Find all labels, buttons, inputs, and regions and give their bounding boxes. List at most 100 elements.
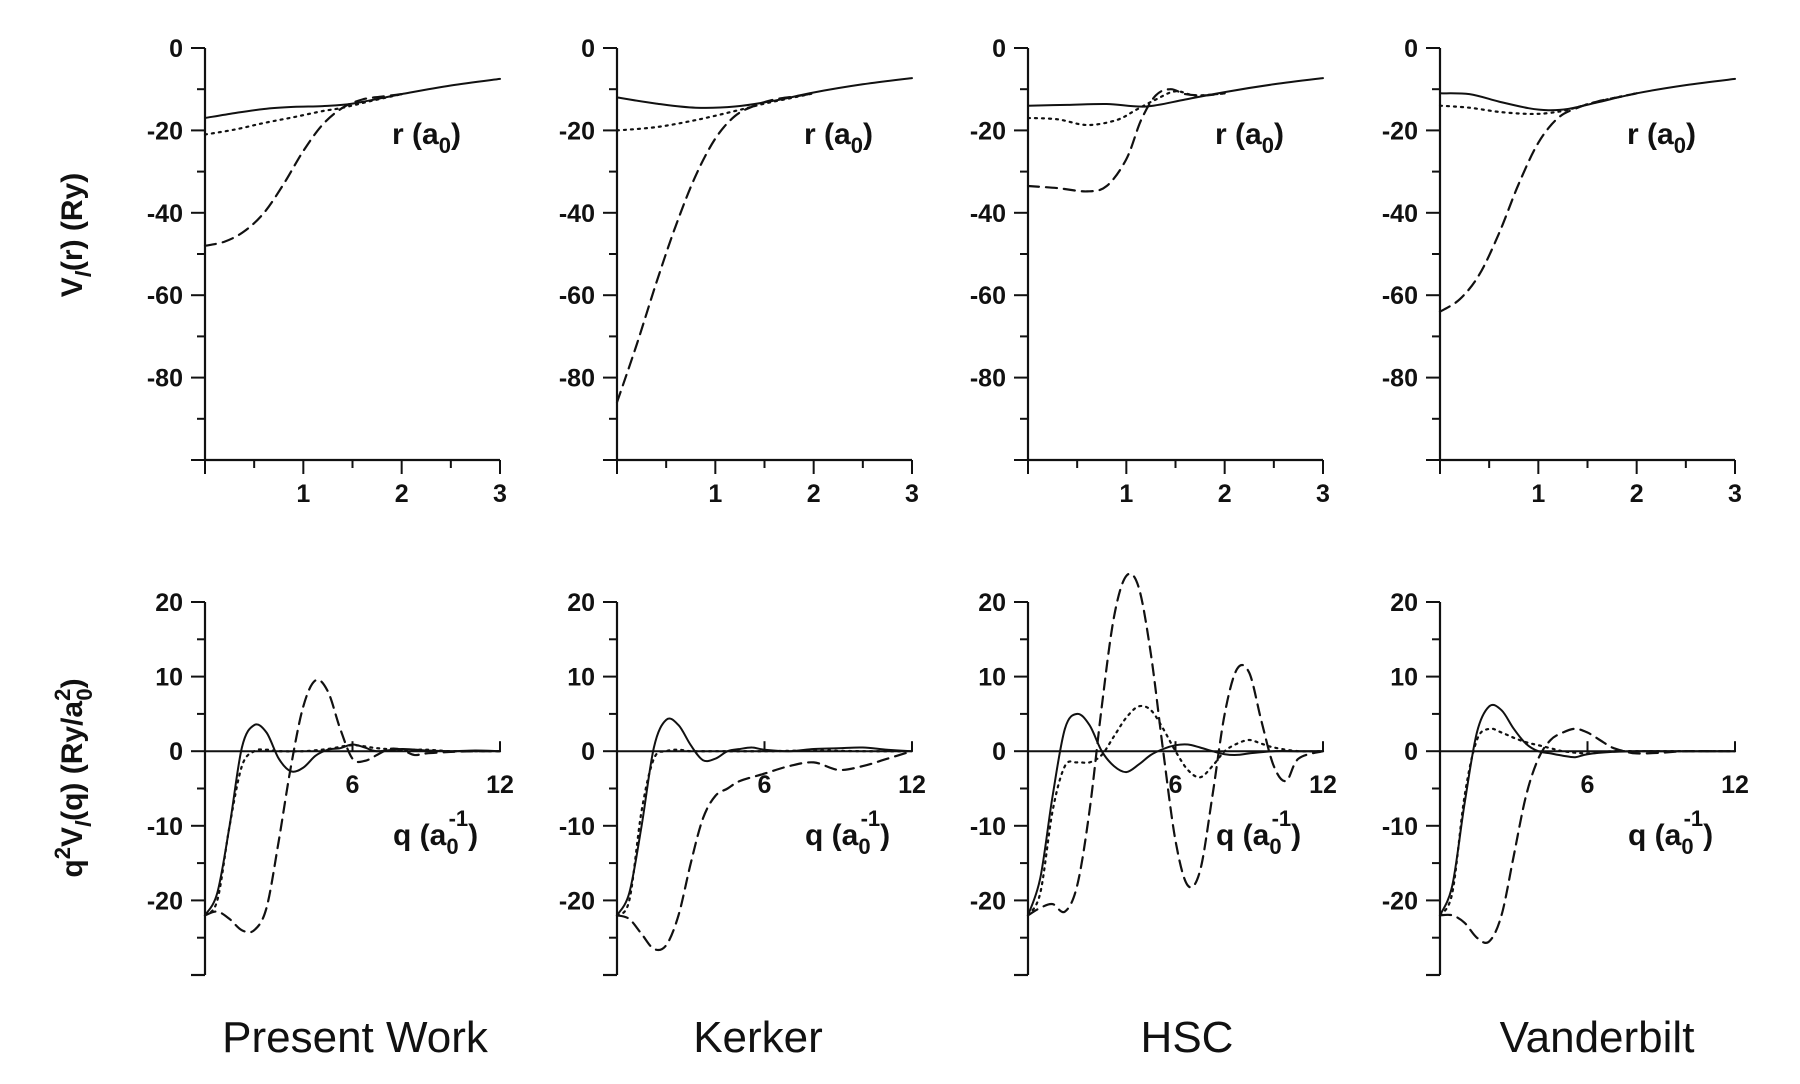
series-line-solid — [1439, 703, 1736, 917]
x-axis-title-main: r (a — [804, 118, 851, 151]
series-line-dashed — [1438, 727, 1737, 944]
x-axis-title: q (a0 -1) — [1216, 806, 1301, 859]
x-axis-title-main: r (a — [1627, 118, 1674, 151]
y-tick-label: -40 — [970, 200, 1006, 228]
y-tick-label: -10 — [147, 813, 183, 841]
y-tick-label: 20 — [1390, 589, 1418, 617]
bottom-y-axis-title-end: ) — [56, 678, 89, 688]
bottom-y-axis-title-a-sup: 2 — [50, 689, 75, 701]
x-axis-title-end: ) — [468, 819, 478, 852]
x-axis-title-sup: -1 — [1272, 806, 1292, 831]
y-tick-label: 0 — [169, 738, 183, 766]
method-title-3: Vanderbilt — [1500, 1013, 1695, 1062]
y-tick-label: -20 — [970, 117, 1006, 145]
x-tick-label: 2 — [1218, 480, 1232, 508]
y-tick-label: -60 — [1382, 282, 1418, 310]
x-axis-title: r (a0) — [392, 118, 461, 158]
x-axis-title: r (a0) — [1215, 118, 1284, 158]
top-y-axis-title-sub: l — [71, 270, 96, 277]
method-title-0: Present Work — [222, 1013, 489, 1062]
y-tick-label: 0 — [169, 35, 183, 63]
x-tick-label: 3 — [1728, 480, 1742, 508]
y-tick-label: 10 — [1390, 664, 1418, 692]
series-line-solid — [1027, 712, 1324, 917]
y-tick-label: -20 — [970, 887, 1006, 915]
x-axis-title-sup: -1 — [1684, 806, 1704, 831]
y-tick-label: 0 — [581, 35, 595, 63]
x-axis-title-sub: 0 — [1269, 834, 1281, 859]
y-tick-label: -80 — [970, 365, 1006, 393]
x-axis-title-end: ) — [1291, 819, 1301, 852]
y-tick-label: -20 — [1382, 887, 1418, 915]
x-tick-label: 6 — [758, 771, 772, 799]
x-tick-label: 6 — [1169, 771, 1183, 799]
series-line-solid — [616, 77, 913, 109]
x-axis-title-end: ) — [1686, 118, 1696, 151]
y-tick-label: -40 — [147, 200, 183, 228]
potential-r-panel-0: 0-20-40-60-801 2 3r (a0) — [147, 35, 507, 508]
series-line-dotted — [203, 93, 403, 136]
x-tick-label: 1 — [1531, 480, 1545, 508]
y-tick-label: -40 — [1382, 200, 1418, 228]
x-axis-title: r (a0) — [804, 118, 873, 158]
x-axis-title-main: q (a — [1216, 819, 1270, 852]
top-y-axis-title-rest: (r) (Ry) — [56, 173, 89, 271]
x-axis-title-main: q (a — [805, 819, 859, 852]
series-line-solid — [204, 723, 501, 917]
x-axis-title-sub: 0 — [1674, 133, 1686, 158]
y-tick-label: 0 — [1404, 35, 1418, 63]
bottom-y-axis-title-q-sup: 2 — [50, 847, 75, 859]
x-tick-label: 1 — [296, 480, 310, 508]
top-y-axis-title-main: V — [56, 277, 89, 297]
y-tick-label: -80 — [147, 365, 183, 393]
x-axis-title-main: q (a — [393, 819, 447, 852]
potential-r-panel-3: 0-20-40-60-801 2 3r (a0) — [1382, 35, 1742, 508]
x-axis-title: r (a0) — [1627, 118, 1696, 158]
y-tick-label: -20 — [1382, 117, 1418, 145]
x-axis-title-sup: -1 — [449, 806, 469, 831]
x-axis-title-main: r (a — [1215, 118, 1262, 151]
y-tick-label: 0 — [992, 738, 1006, 766]
x-axis-title-end: ) — [1703, 819, 1713, 852]
series-line-solid — [616, 717, 913, 917]
y-tick-label: -80 — [559, 365, 595, 393]
x-axis-title-end: ) — [880, 819, 890, 852]
y-tick-label: -10 — [1382, 813, 1418, 841]
y-tick-label: 10 — [978, 664, 1006, 692]
series-line-solid — [1027, 77, 1324, 108]
x-axis-title: q (a0 -1) — [805, 806, 890, 859]
x-axis-title-sub: 0 — [1262, 133, 1274, 158]
bottom-y-axis-title: q2Vl(q) (Ry/a20) — [50, 678, 97, 877]
series-line-dashed — [1026, 572, 1325, 917]
x-axis-title-sup: -1 — [861, 806, 881, 831]
x-tick-label: 6 — [1581, 771, 1595, 799]
x-axis-title-main: q (a — [1628, 819, 1682, 852]
method-title-2: HSC — [1141, 1013, 1234, 1062]
series-line-dotted — [615, 748, 914, 917]
x-tick-label: 1 — [1119, 480, 1133, 508]
x-axis-title-end: ) — [863, 118, 873, 151]
bottom-y-axis-title-q: q — [56, 859, 89, 877]
y-tick-label: -20 — [147, 117, 183, 145]
potential-r-panel-2: 0-20-40-60-801 2 3r (a0) — [970, 35, 1330, 508]
series-line-dashed — [615, 92, 815, 404]
series-line-dotted — [1026, 704, 1325, 917]
series-line-solid — [204, 77, 501, 119]
y-tick-label: 0 — [581, 738, 595, 766]
bottom-y-axis-title-v-sub: l — [71, 820, 96, 827]
x-tick-label: 3 — [905, 480, 919, 508]
y-tick-label: -20 — [559, 887, 595, 915]
potential-r-panel-1: 0-20-40-60-801 2 3r (a0) — [559, 35, 919, 508]
y-tick-label: -20 — [559, 117, 595, 145]
y-tick-label: -10 — [559, 813, 595, 841]
y-tick-label: 20 — [567, 589, 595, 617]
top-y-axis-title: Vl(r) (Ry) — [56, 173, 96, 297]
y-tick-label: -80 — [1382, 365, 1418, 393]
x-tick-label: 2 — [1630, 480, 1644, 508]
y-tick-label: 0 — [1404, 738, 1418, 766]
x-tick-label: 2 — [807, 480, 821, 508]
